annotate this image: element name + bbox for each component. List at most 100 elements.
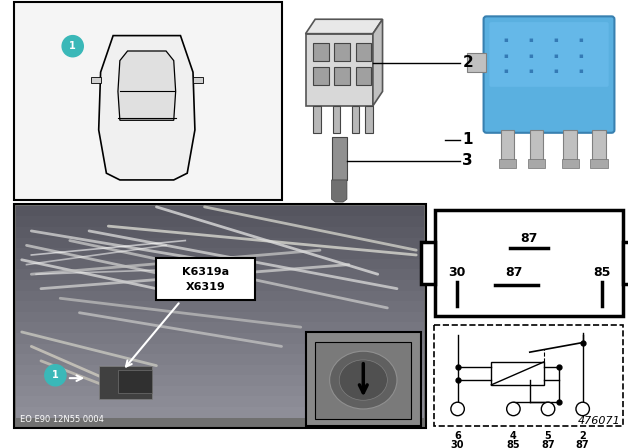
Circle shape [507,402,520,416]
Bar [99,366,152,399]
Text: 30: 30 [451,440,465,448]
Polygon shape [118,51,175,120]
Text: ▪: ▪ [503,53,508,59]
Text: 1: 1 [463,132,473,147]
Text: ▪: ▪ [529,53,533,59]
Bar [561,159,579,168]
Bar [16,269,424,280]
Text: ▪: ▪ [529,68,533,74]
Bar [16,259,424,269]
Text: ▪: ▪ [579,53,583,59]
Text: 87: 87 [506,266,523,279]
Circle shape [451,402,465,416]
Circle shape [541,402,555,416]
Bar [315,341,412,418]
Text: 3: 3 [463,153,473,168]
Text: ▪: ▪ [579,68,583,74]
Bar [16,280,424,291]
Bar [16,312,424,323]
Text: 2: 2 [463,55,473,70]
Text: 30: 30 [448,266,465,279]
Text: 4: 4 [510,431,516,441]
Text: 85: 85 [507,440,520,448]
Bar [592,130,606,164]
Bar [335,67,350,85]
Bar [492,362,544,385]
Bar [332,137,347,180]
Bar [16,238,424,248]
Bar [16,301,424,312]
Bar [499,159,516,168]
Bar [193,77,203,83]
Text: 87: 87 [576,440,589,448]
Bar [16,375,424,386]
Bar [16,344,424,354]
Ellipse shape [330,351,397,409]
Circle shape [576,402,589,416]
Text: 1: 1 [69,41,76,51]
Bar [435,210,623,315]
Bar [590,159,608,168]
Text: 476071: 476071 [577,416,620,426]
Text: 87: 87 [520,232,538,245]
Text: ▪: ▪ [503,38,508,43]
Text: X6319: X6319 [186,282,225,292]
FancyBboxPatch shape [484,17,614,133]
Circle shape [62,35,83,57]
Text: ▪: ▪ [554,53,558,59]
Polygon shape [99,35,195,180]
Bar [352,106,360,133]
Text: K6319a: K6319a [182,267,229,277]
Text: 87: 87 [541,440,555,448]
Bar [333,106,340,133]
Polygon shape [373,19,383,106]
Bar [118,370,152,392]
Text: 5: 5 [545,431,552,441]
Bar [313,67,329,85]
Bar [16,407,424,418]
Bar [313,106,321,133]
Polygon shape [332,180,347,202]
Bar [16,323,424,333]
Bar [14,204,426,428]
Text: 1: 1 [52,370,59,380]
Bar [313,43,329,60]
Bar [14,2,282,200]
Bar [16,396,424,407]
Bar [16,227,424,238]
Bar [16,386,424,396]
Bar [305,34,373,106]
Text: ▪: ▪ [579,38,583,43]
Ellipse shape [339,360,387,400]
Bar [91,77,100,83]
Bar [156,258,255,300]
Bar [365,106,373,133]
Bar [16,248,424,259]
Bar [623,241,637,284]
Text: EO E90 12N55 0004: EO E90 12N55 0004 [20,415,104,424]
Polygon shape [305,19,383,34]
Bar [16,216,424,227]
Bar [433,325,623,426]
Bar [563,130,577,164]
Bar [335,43,350,60]
Bar [16,333,424,344]
Bar [467,53,486,72]
Text: 6: 6 [454,431,461,441]
Bar [356,43,371,60]
Text: ▪: ▪ [554,38,558,43]
Text: 85: 85 [593,266,611,279]
Bar [305,332,421,426]
Bar [356,67,371,85]
Bar [335,180,344,193]
Bar [530,130,543,164]
Bar [16,365,424,375]
Bar [528,159,545,168]
Text: 2: 2 [579,431,586,441]
Bar [16,291,424,301]
Text: ▪: ▪ [503,68,508,74]
Bar [16,206,424,216]
Bar [501,130,515,164]
Bar [16,354,424,365]
Text: ▪: ▪ [529,38,533,43]
